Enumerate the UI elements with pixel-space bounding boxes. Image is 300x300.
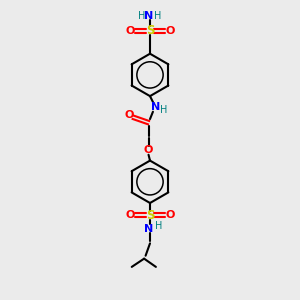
Text: O: O (125, 110, 134, 120)
Text: O: O (126, 210, 135, 220)
Text: N: N (151, 102, 160, 112)
Text: H: H (154, 221, 162, 231)
Text: N: N (145, 224, 154, 234)
Text: O: O (144, 145, 153, 155)
Text: O: O (126, 26, 135, 36)
Text: H: H (138, 11, 146, 21)
Text: H: H (154, 11, 161, 21)
Text: S: S (146, 24, 154, 37)
Text: N: N (144, 11, 153, 21)
Text: O: O (165, 210, 174, 220)
Text: H: H (160, 105, 167, 115)
Text: O: O (165, 26, 174, 36)
Text: S: S (146, 209, 154, 222)
